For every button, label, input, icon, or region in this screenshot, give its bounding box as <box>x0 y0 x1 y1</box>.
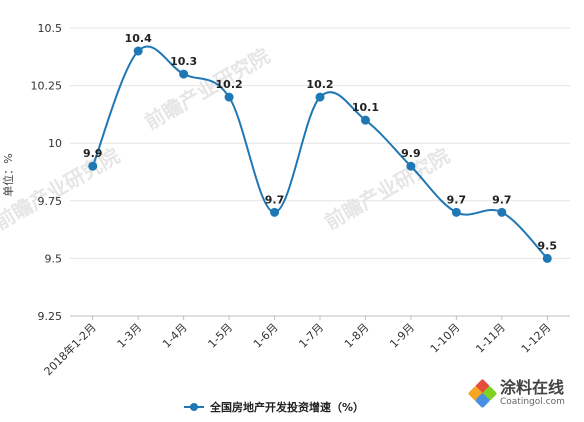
data-label: 10.3 <box>170 55 197 68</box>
x-tick-label: 1-3月 <box>115 321 145 351</box>
data-point <box>315 92 325 102</box>
x-tick-label: 1-6月 <box>251 321 281 351</box>
x-tick-label: 2018年1-2月 <box>41 320 99 378</box>
data-point <box>224 92 234 102</box>
data-point <box>360 115 370 125</box>
x-tick-label: 1-5月 <box>206 321 236 351</box>
data-label: 9.7 <box>447 193 467 206</box>
data-label: 10.2 <box>306 78 333 91</box>
logo-name: 涂料在线 <box>500 378 565 397</box>
data-point <box>270 207 280 217</box>
x-tick-label: 1-4月 <box>160 321 190 351</box>
logo-url: Coatingol.com <box>500 397 565 407</box>
data-point <box>406 161 416 171</box>
y-tick-label: 9.5 <box>45 252 63 265</box>
y-tick-label: 10 <box>48 137 62 150</box>
data-label: 10.4 <box>125 32 152 45</box>
x-tick-label: 1-8月 <box>342 321 372 351</box>
data-point <box>133 46 143 56</box>
watermark-text: 前瞻产业研究院 <box>141 44 274 135</box>
watermark-text: 前瞻产业研究院 <box>321 144 454 235</box>
y-axis-ticks: 9.25 9.5 9.75 10 10.25 10.5 <box>31 22 63 323</box>
data-point <box>542 253 552 263</box>
legend: 全国房地产开发投资增速（%） <box>184 400 364 414</box>
grid-lines <box>70 27 570 317</box>
data-point <box>451 207 461 217</box>
data-label: 9.7 <box>492 193 512 206</box>
coatingol-logo: 涂料在线 Coatingol.com <box>467 378 565 408</box>
y-tick-label: 10.25 <box>31 80 63 93</box>
data-label: 10.2 <box>216 78 243 91</box>
legend-label: 全国房地产开发投资增速（%） <box>209 400 364 414</box>
y-axis-title: 单位：% <box>1 153 15 196</box>
data-label: 9.9 <box>83 147 103 160</box>
x-tick-label: 1-12月 <box>519 321 554 356</box>
watermark-text: 前瞻产业研究院 <box>0 144 124 235</box>
data-label: 9.7 <box>265 193 285 206</box>
data-label: 9.9 <box>401 147 421 160</box>
data-labels: 9.9 10.4 10.3 10.2 9.7 10.2 10.1 9.9 9.7 9.7 9.5 <box>83 32 557 252</box>
data-label: 9.5 <box>538 239 558 252</box>
data-label: 10.1 <box>352 101 379 114</box>
flower-logo-icon <box>467 378 498 408</box>
y-tick-label: 9.75 <box>38 195 63 208</box>
x-tick-label: 1-10月 <box>428 321 463 356</box>
legend-marker <box>190 403 198 411</box>
data-point <box>497 207 507 217</box>
data-point <box>88 161 98 171</box>
series-layer <box>88 45 552 263</box>
data-point <box>179 69 189 79</box>
x-tick-label: 1-9月 <box>387 321 417 351</box>
y-tick-label: 9.25 <box>38 310 63 323</box>
x-tick-label: 1-11月 <box>473 321 508 356</box>
x-axis-ticks: 2018年1-2月 1-3月 1-4月 1-5月 1-6月 1-7月 1-8月 1-9月 1-1… <box>41 316 554 378</box>
y-tick-label: 10.5 <box>38 22 63 35</box>
x-tick-label: 1-7月 <box>296 321 326 351</box>
